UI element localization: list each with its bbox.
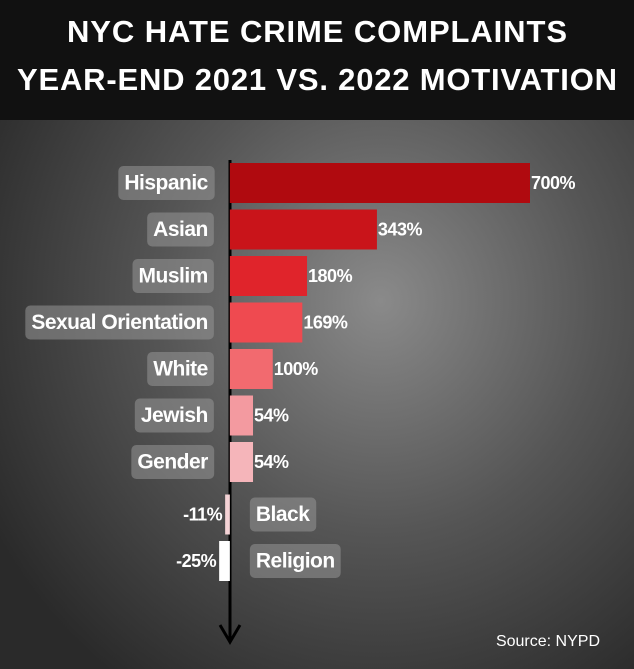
value-label: 180% (308, 266, 353, 286)
category-label: Religion (256, 550, 335, 573)
value-label: 700% (531, 173, 576, 193)
source: Source: NYPD (496, 633, 600, 650)
category-box (134, 398, 214, 433)
value-label: -25% (176, 551, 217, 571)
bar (219, 541, 230, 581)
category-box (25, 305, 214, 340)
bar (229, 349, 273, 389)
category-label: Sexual Orientation (31, 311, 208, 334)
value-label: 343% (378, 219, 423, 239)
bar (229, 442, 254, 482)
title-band (0, 0, 634, 120)
axis-arrow (218, 624, 242, 645)
bar (229, 395, 254, 436)
category-label: Gender (137, 451, 208, 474)
category-label: Hispanic (124, 172, 208, 195)
category-box (147, 352, 214, 386)
category-label: Jewish (141, 404, 208, 427)
category-box (131, 445, 215, 479)
bar (225, 494, 230, 535)
category-label: White (153, 358, 208, 381)
bar (229, 163, 530, 203)
bar (229, 209, 377, 250)
chart-title: YEAR-END 2021 VS. 2022 MOTIVATION (17, 62, 617, 97)
category-label: Asian (153, 218, 208, 241)
bar (229, 256, 308, 296)
category-box (249, 497, 317, 532)
category-box (249, 544, 341, 578)
value-label: 100% (274, 359, 319, 379)
value-label: 169% (303, 312, 348, 332)
category-box (132, 259, 214, 293)
category-label: Muslim (139, 265, 208, 288)
category-label: Black (256, 503, 310, 526)
category-box (147, 212, 214, 247)
value-label: 54% (254, 405, 289, 425)
bar (229, 302, 303, 343)
value-label: -11% (183, 504, 223, 524)
category-box (118, 166, 215, 200)
chart-title: NYC HATE CRIME COMPLAINTS (67, 14, 567, 49)
value-label: 54% (254, 452, 289, 472)
